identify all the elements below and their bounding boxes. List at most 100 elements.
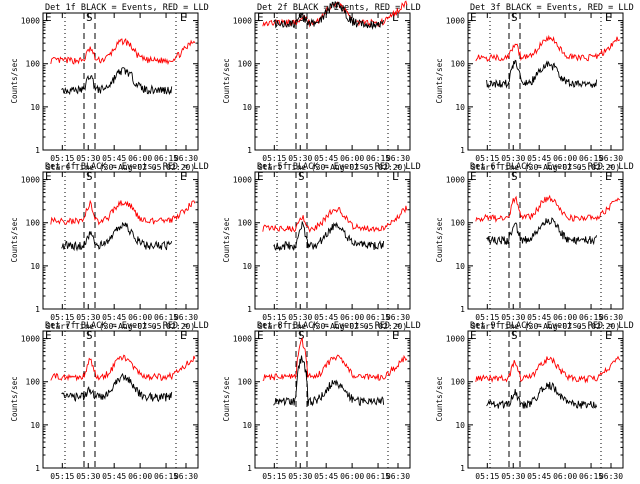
x-tick-label: 05:30 (288, 472, 312, 480)
y-tick-label: 1000 (446, 176, 465, 185)
x-tick-label: 06:30 (386, 472, 410, 480)
marker-letter: E (45, 11, 52, 24)
marker-letter: S (511, 329, 518, 342)
x-tick-label: 06:30 (174, 472, 198, 480)
x-tick-label: 06:30 (599, 154, 623, 163)
y-tick-label: 10 (455, 262, 465, 271)
y-tick-label: 100 (451, 60, 466, 69)
marker-letter: E (605, 329, 612, 342)
y-axis-label: Counts/sec (10, 376, 19, 421)
x-axis-label: Start Time (30-Aug-02 05:02:20) (258, 322, 407, 331)
y-tick-label: 10 (242, 262, 252, 271)
marker-letter: S (86, 170, 93, 183)
y-tick-label: 100 (26, 219, 41, 228)
x-tick-label: 05:15 (262, 472, 286, 480)
marker-letter: E (470, 11, 477, 24)
x-tick-label: 05:15 (475, 472, 499, 480)
y-tick-label: 10 (30, 262, 40, 271)
series-line-events (486, 381, 598, 409)
x-tick-label: 06:30 (174, 154, 198, 163)
detector-panel-2: Det 2f BLACK = Events, RED = LLD 1 10 100 10… (222, 0, 421, 172)
panel-title: Det 3f BLACK = Events, RED = LLD (470, 3, 634, 13)
panel-title: Det 1f BLACK = Events, RED = LLD (45, 3, 209, 13)
x-tick-label: 05:45 (314, 313, 338, 322)
x-tick-label: 06:30 (599, 313, 623, 322)
x-axis-label: Start Time (30-Aug-02 05:02:20) (46, 163, 195, 172)
marker-letter: E (605, 170, 612, 183)
y-tick-label: 1 (247, 146, 252, 155)
marker-letter: S (298, 170, 305, 183)
x-tick-label: 05:30 (501, 472, 525, 480)
x-tick-label: 06:00 (340, 472, 364, 480)
plot-frame (42, 12, 199, 151)
x-tick-label: 06:15 (579, 154, 603, 163)
detector-panel-7: Det 7f BLACK = Events, RED = LLD 1 10 100 10… (10, 321, 209, 484)
x-tick-label: 06:00 (340, 313, 364, 322)
series-line-lld (475, 194, 621, 223)
x-tick-label: 05:15 (475, 313, 499, 322)
x-tick-label: 06:15 (579, 472, 603, 480)
x-tick-label: 05:30 (288, 313, 312, 322)
y-axis-label: Counts/sec (10, 58, 19, 103)
marker-letter: E (180, 170, 187, 183)
series-line-events (273, 0, 385, 31)
series-line-lld (262, 0, 408, 28)
series-line-events (273, 221, 385, 252)
plot-frame (42, 171, 199, 310)
x-tick-label: 05:15 (262, 313, 286, 322)
x-tick-label: 05:15 (50, 313, 74, 322)
x-tick-label: 06:15 (154, 313, 178, 322)
series-line-lld (50, 199, 196, 226)
series-line-lld (475, 34, 621, 63)
detector-panel-8: Det 8f BLACK = Events, RED = LLD 1 10 100 10… (222, 321, 421, 484)
plot-frame (254, 171, 411, 310)
marker-letter: L (392, 11, 399, 24)
marker-letter: S (511, 170, 518, 183)
plot-frame (467, 12, 624, 151)
x-tick-label: 05:30 (76, 313, 100, 322)
x-tick-label: 05:30 (76, 472, 100, 480)
x-tick-label: 06:15 (366, 154, 390, 163)
x-tick-label: 06:00 (340, 154, 364, 163)
x-tick-label: 05:30 (501, 313, 525, 322)
x-tick-label: 06:15 (154, 154, 178, 163)
detector-panel-6: Det 6f BLACK = Events, RED = LLD 1 10 100 10… (435, 162, 634, 331)
marker-letter: S (298, 329, 305, 342)
y-tick-label: 1000 (233, 176, 252, 185)
x-axis-label: Start Time (30-Aug-02 05:02:20) (471, 163, 620, 172)
y-tick-label: 1 (35, 464, 40, 473)
panel-title: Det 8f BLACK = Events, RED = LLD (257, 321, 421, 331)
y-axis-label: Counts/sec (435, 376, 444, 421)
x-tick-label: 05:45 (527, 472, 551, 480)
y-tick-label: 100 (26, 378, 41, 387)
x-tick-label: 06:30 (386, 154, 410, 163)
series-line-events (486, 59, 598, 89)
plot-frame (467, 330, 624, 469)
y-tick-label: 1000 (233, 335, 252, 344)
y-tick-label: 1 (460, 464, 465, 473)
x-tick-label: 06:15 (154, 472, 178, 480)
y-tick-label: 1000 (21, 17, 40, 26)
x-tick-label: 05:45 (314, 154, 338, 163)
y-axis-label: Counts/sec (10, 217, 19, 262)
series-line-lld (262, 336, 408, 381)
marker-letter: E (180, 329, 187, 342)
detector-panel-5: Det 5f BLACK = Events, RED = LLD 1 10 100 10… (222, 162, 421, 331)
marker-letter: E (45, 170, 52, 183)
x-tick-label: 05:15 (50, 472, 74, 480)
x-tick-label: 05:45 (527, 313, 551, 322)
y-tick-label: 1 (247, 464, 252, 473)
panel-title: Det 6f BLACK = Events, RED = LLD (470, 162, 634, 172)
y-tick-label: 100 (238, 60, 253, 69)
marker-letter: L (392, 170, 399, 183)
marker-letter: S (86, 11, 93, 24)
plot-frame (254, 330, 411, 469)
x-axis-label: Start Time (30-Aug-02 05:02:20) (471, 322, 620, 331)
detector-panel-4: Det 4f BLACK = Events, RED = LLD 1 10 100 10… (10, 162, 209, 331)
y-axis-label: Counts/sec (222, 376, 231, 421)
x-tick-label: 06:00 (553, 472, 577, 480)
marker-letter: S (511, 11, 518, 24)
x-tick-label: 05:45 (102, 154, 126, 163)
